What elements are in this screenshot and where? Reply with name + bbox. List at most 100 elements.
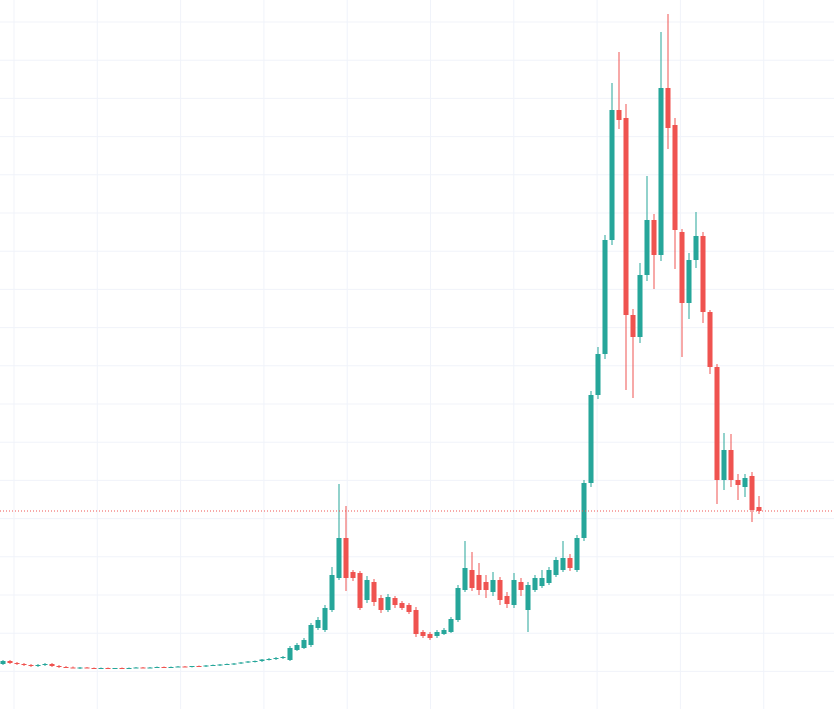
- candle-body: [112, 668, 118, 669]
- candle-body: [518, 582, 524, 590]
- candle-body: [154, 667, 160, 668]
- candle-body: [252, 661, 258, 662]
- candle-body: [105, 668, 111, 669]
- candle-body: [553, 560, 559, 575]
- candle-body: [434, 632, 440, 636]
- candle-body: [140, 667, 146, 669]
- candle-body: [483, 582, 489, 590]
- candle-body: [469, 570, 475, 588]
- candle-body: [392, 598, 398, 605]
- candle-body: [588, 395, 594, 483]
- candle-body: [616, 110, 622, 120]
- candle-body: [728, 450, 734, 480]
- candle-body: [441, 630, 447, 634]
- candle-body: [595, 354, 601, 395]
- candle-body: [749, 476, 755, 510]
- candle-body: [651, 220, 657, 255]
- candle-body: [364, 580, 370, 600]
- candle-body: [665, 88, 671, 128]
- candle-body: [679, 232, 685, 303]
- candle-body: [504, 596, 510, 604]
- candle-body: [700, 236, 706, 312]
- candle-body: [406, 605, 412, 612]
- candle-body: [168, 667, 174, 668]
- candle-body: [567, 558, 573, 568]
- candle-body: [427, 634, 433, 638]
- candle-body: [336, 538, 342, 578]
- candle-body: [378, 598, 384, 610]
- candle-body: [476, 575, 482, 590]
- candle-body: [70, 667, 76, 669]
- candle-body: [245, 661, 251, 663]
- candle-body: [497, 580, 503, 600]
- candle-body: [742, 478, 748, 487]
- candle-body: [686, 260, 692, 303]
- candle-body: [231, 663, 237, 665]
- candle-body: [329, 575, 335, 610]
- candle-body: [672, 125, 678, 230]
- candle-body: [7, 661, 13, 663]
- candle-body: [224, 664, 230, 665]
- candle-body: [602, 240, 608, 354]
- candle-body: [581, 483, 587, 538]
- candle-body: [84, 667, 90, 669]
- candle-body: [609, 110, 615, 240]
- candle-body: [182, 666, 188, 668]
- candle-body: [210, 665, 216, 666]
- candle-body: [126, 668, 132, 669]
- candle-body: [735, 480, 741, 485]
- candle-body: [322, 608, 328, 630]
- candle-body: [175, 666, 181, 668]
- candle-body: [294, 645, 300, 650]
- candle-body: [420, 632, 426, 636]
- candle-body: [98, 668, 104, 669]
- candle-body: [448, 619, 454, 632]
- candle-body: [574, 538, 580, 570]
- candle-body: [147, 667, 153, 669]
- candle-body: [119, 668, 125, 669]
- candle-body: [266, 659, 272, 660]
- candle-body: [315, 620, 321, 628]
- candle-body: [259, 659, 265, 661]
- candle-body: [756, 507, 762, 511]
- candle-body: [399, 603, 405, 608]
- candle-body: [35, 665, 41, 666]
- candle-body: [189, 666, 195, 667]
- candle-body: [238, 662, 244, 664]
- candle-body: [217, 664, 223, 666]
- candle-body: [0, 661, 6, 664]
- candle-body: [539, 578, 545, 586]
- candle-body: [546, 570, 552, 583]
- candle-body: [385, 597, 391, 610]
- candle-body: [203, 665, 209, 667]
- candle-body: [714, 367, 720, 480]
- candle-body: [413, 610, 419, 634]
- candle-body: [511, 580, 517, 605]
- candle-body: [658, 88, 664, 255]
- candle-body: [630, 315, 636, 337]
- candle-body: [525, 585, 531, 610]
- candle-body: [77, 667, 83, 669]
- candle-body: [532, 578, 538, 590]
- candle-body: [623, 118, 629, 315]
- candle-body: [301, 640, 307, 648]
- candle-body: [14, 663, 20, 664]
- candle-body: [490, 580, 496, 592]
- candle-body: [56, 666, 62, 667]
- candle-body: [644, 220, 650, 275]
- candle-body: [371, 582, 377, 602]
- candle-body: [308, 625, 314, 645]
- candle-body: [273, 658, 279, 659]
- candle-body: [637, 275, 643, 337]
- candle-body: [343, 538, 349, 578]
- candle-body: [280, 657, 286, 658]
- candle-body: [721, 450, 727, 480]
- candle-body: [350, 572, 356, 578]
- candle-body: [28, 665, 34, 666]
- candle-body: [63, 667, 69, 668]
- candle-body: [455, 588, 461, 620]
- candle-body: [693, 236, 699, 260]
- candle-body: [42, 664, 48, 665]
